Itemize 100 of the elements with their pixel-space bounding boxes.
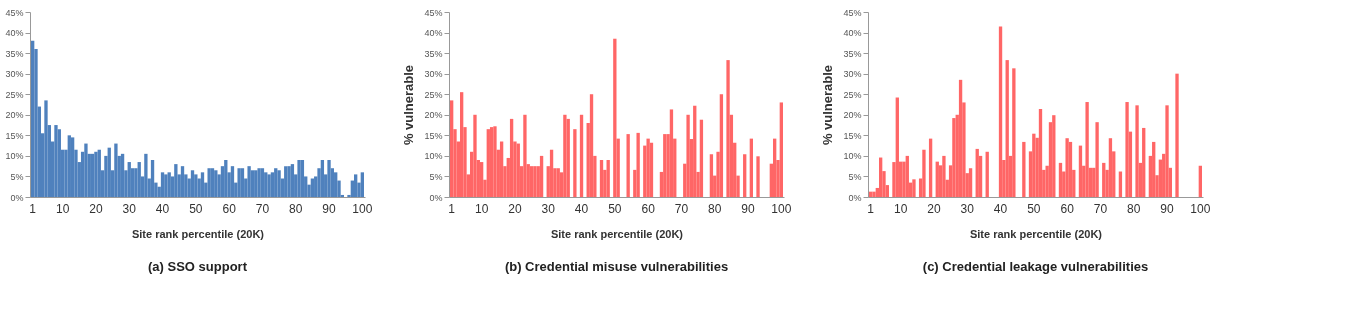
bar xyxy=(180,166,185,197)
x-tick-label: 20 xyxy=(89,201,103,216)
bar xyxy=(174,164,178,197)
bar xyxy=(756,156,760,197)
bar xyxy=(646,138,650,197)
bar xyxy=(240,168,245,197)
bar xyxy=(975,148,979,197)
bar xyxy=(486,129,490,197)
bar xyxy=(549,149,554,197)
x-tick-label: 100 xyxy=(771,201,792,216)
bar xyxy=(579,114,584,197)
bar xyxy=(998,26,1003,197)
y-tick-label: 25% xyxy=(843,89,862,100)
bar xyxy=(194,174,198,197)
x-axis-title: Site rank percentile (20K) xyxy=(969,227,1103,240)
x-tick-label: 70 xyxy=(255,201,270,216)
x-axis-title: Site rank percentile (20K) xyxy=(550,227,684,240)
y-tick-label: 20% xyxy=(424,110,443,121)
bar xyxy=(773,138,777,197)
x-tick-label: 50 xyxy=(189,201,203,216)
bar xyxy=(1005,60,1009,197)
x-tick-label: 100 xyxy=(352,201,373,216)
bar xyxy=(509,118,514,197)
bar xyxy=(254,170,258,197)
bar xyxy=(210,168,215,197)
y-tick-label: 25% xyxy=(5,89,24,100)
x-tick-label: 60 xyxy=(1060,201,1075,216)
bar xyxy=(31,40,35,197)
y-tick-label: 5% xyxy=(848,171,862,182)
bar xyxy=(556,168,560,197)
x-tick-label: 1 xyxy=(867,201,875,216)
bar xyxy=(1085,102,1089,197)
bar xyxy=(274,168,278,197)
y-tick-label: 35% xyxy=(5,48,24,59)
bar xyxy=(589,94,594,197)
bar xyxy=(450,100,454,197)
bar xyxy=(270,172,275,197)
x-tick-label: 80 xyxy=(289,201,303,216)
bar xyxy=(968,168,973,197)
bar xyxy=(267,174,271,197)
bar xyxy=(1135,105,1139,197)
x-tick-label: 50 xyxy=(608,201,622,216)
bar xyxy=(473,114,477,197)
bar xyxy=(97,149,101,197)
bar xyxy=(230,166,235,197)
x-tick-label: 80 xyxy=(708,201,722,216)
bar xyxy=(479,162,484,197)
x-tick-label: 1 xyxy=(448,201,456,216)
bar xyxy=(626,134,630,197)
bar xyxy=(573,129,577,197)
bar xyxy=(686,114,690,197)
bar xyxy=(214,170,218,197)
y-tick-label: 0% xyxy=(10,192,24,203)
bar xyxy=(190,170,195,197)
x-tick-label: 30 xyxy=(122,201,137,216)
y-tick-label: 40% xyxy=(5,28,24,39)
bar xyxy=(247,166,251,197)
bar xyxy=(334,172,338,197)
bar xyxy=(327,160,331,197)
x-tick-label: 60 xyxy=(641,201,656,216)
bar xyxy=(290,164,295,197)
bar xyxy=(699,119,704,197)
bar xyxy=(1108,138,1113,197)
bar xyxy=(693,105,697,197)
x-tick-label: 40 xyxy=(155,201,170,216)
bar xyxy=(1032,133,1036,197)
bar xyxy=(120,153,125,197)
x-tick-label: 90 xyxy=(1160,201,1175,216)
bar xyxy=(94,151,98,197)
x-tick-label: 90 xyxy=(741,201,756,216)
y-tick-label: 10% xyxy=(5,151,24,162)
bar xyxy=(1095,122,1099,197)
x-tick-label: 60 xyxy=(222,201,237,216)
x-axis-title: Site rank percentile (20K) xyxy=(131,227,265,240)
bar xyxy=(257,168,261,197)
bar xyxy=(599,160,604,197)
y-axis-title: % vulnerable xyxy=(401,64,417,146)
bar xyxy=(360,172,364,197)
bar xyxy=(300,160,305,197)
y-tick-label: 40% xyxy=(843,28,862,39)
bar xyxy=(1125,102,1129,197)
bar xyxy=(137,162,141,197)
y-tick-label: 15% xyxy=(843,130,862,141)
x-tick-label: 40 xyxy=(993,201,1008,216)
bar xyxy=(1165,105,1169,197)
bar xyxy=(1068,141,1073,197)
bar xyxy=(320,160,325,197)
bar xyxy=(613,38,617,197)
bar xyxy=(663,134,667,197)
bar xyxy=(297,160,301,197)
bar xyxy=(164,174,168,197)
bar xyxy=(709,154,714,197)
bar xyxy=(1065,138,1069,197)
bar xyxy=(44,100,48,197)
y-tick-label: 45% xyxy=(424,7,443,18)
x-tick-label: 90 xyxy=(322,201,337,216)
bar xyxy=(533,166,537,197)
bar xyxy=(127,162,131,197)
bar xyxy=(1052,115,1056,197)
bar xyxy=(264,172,268,197)
